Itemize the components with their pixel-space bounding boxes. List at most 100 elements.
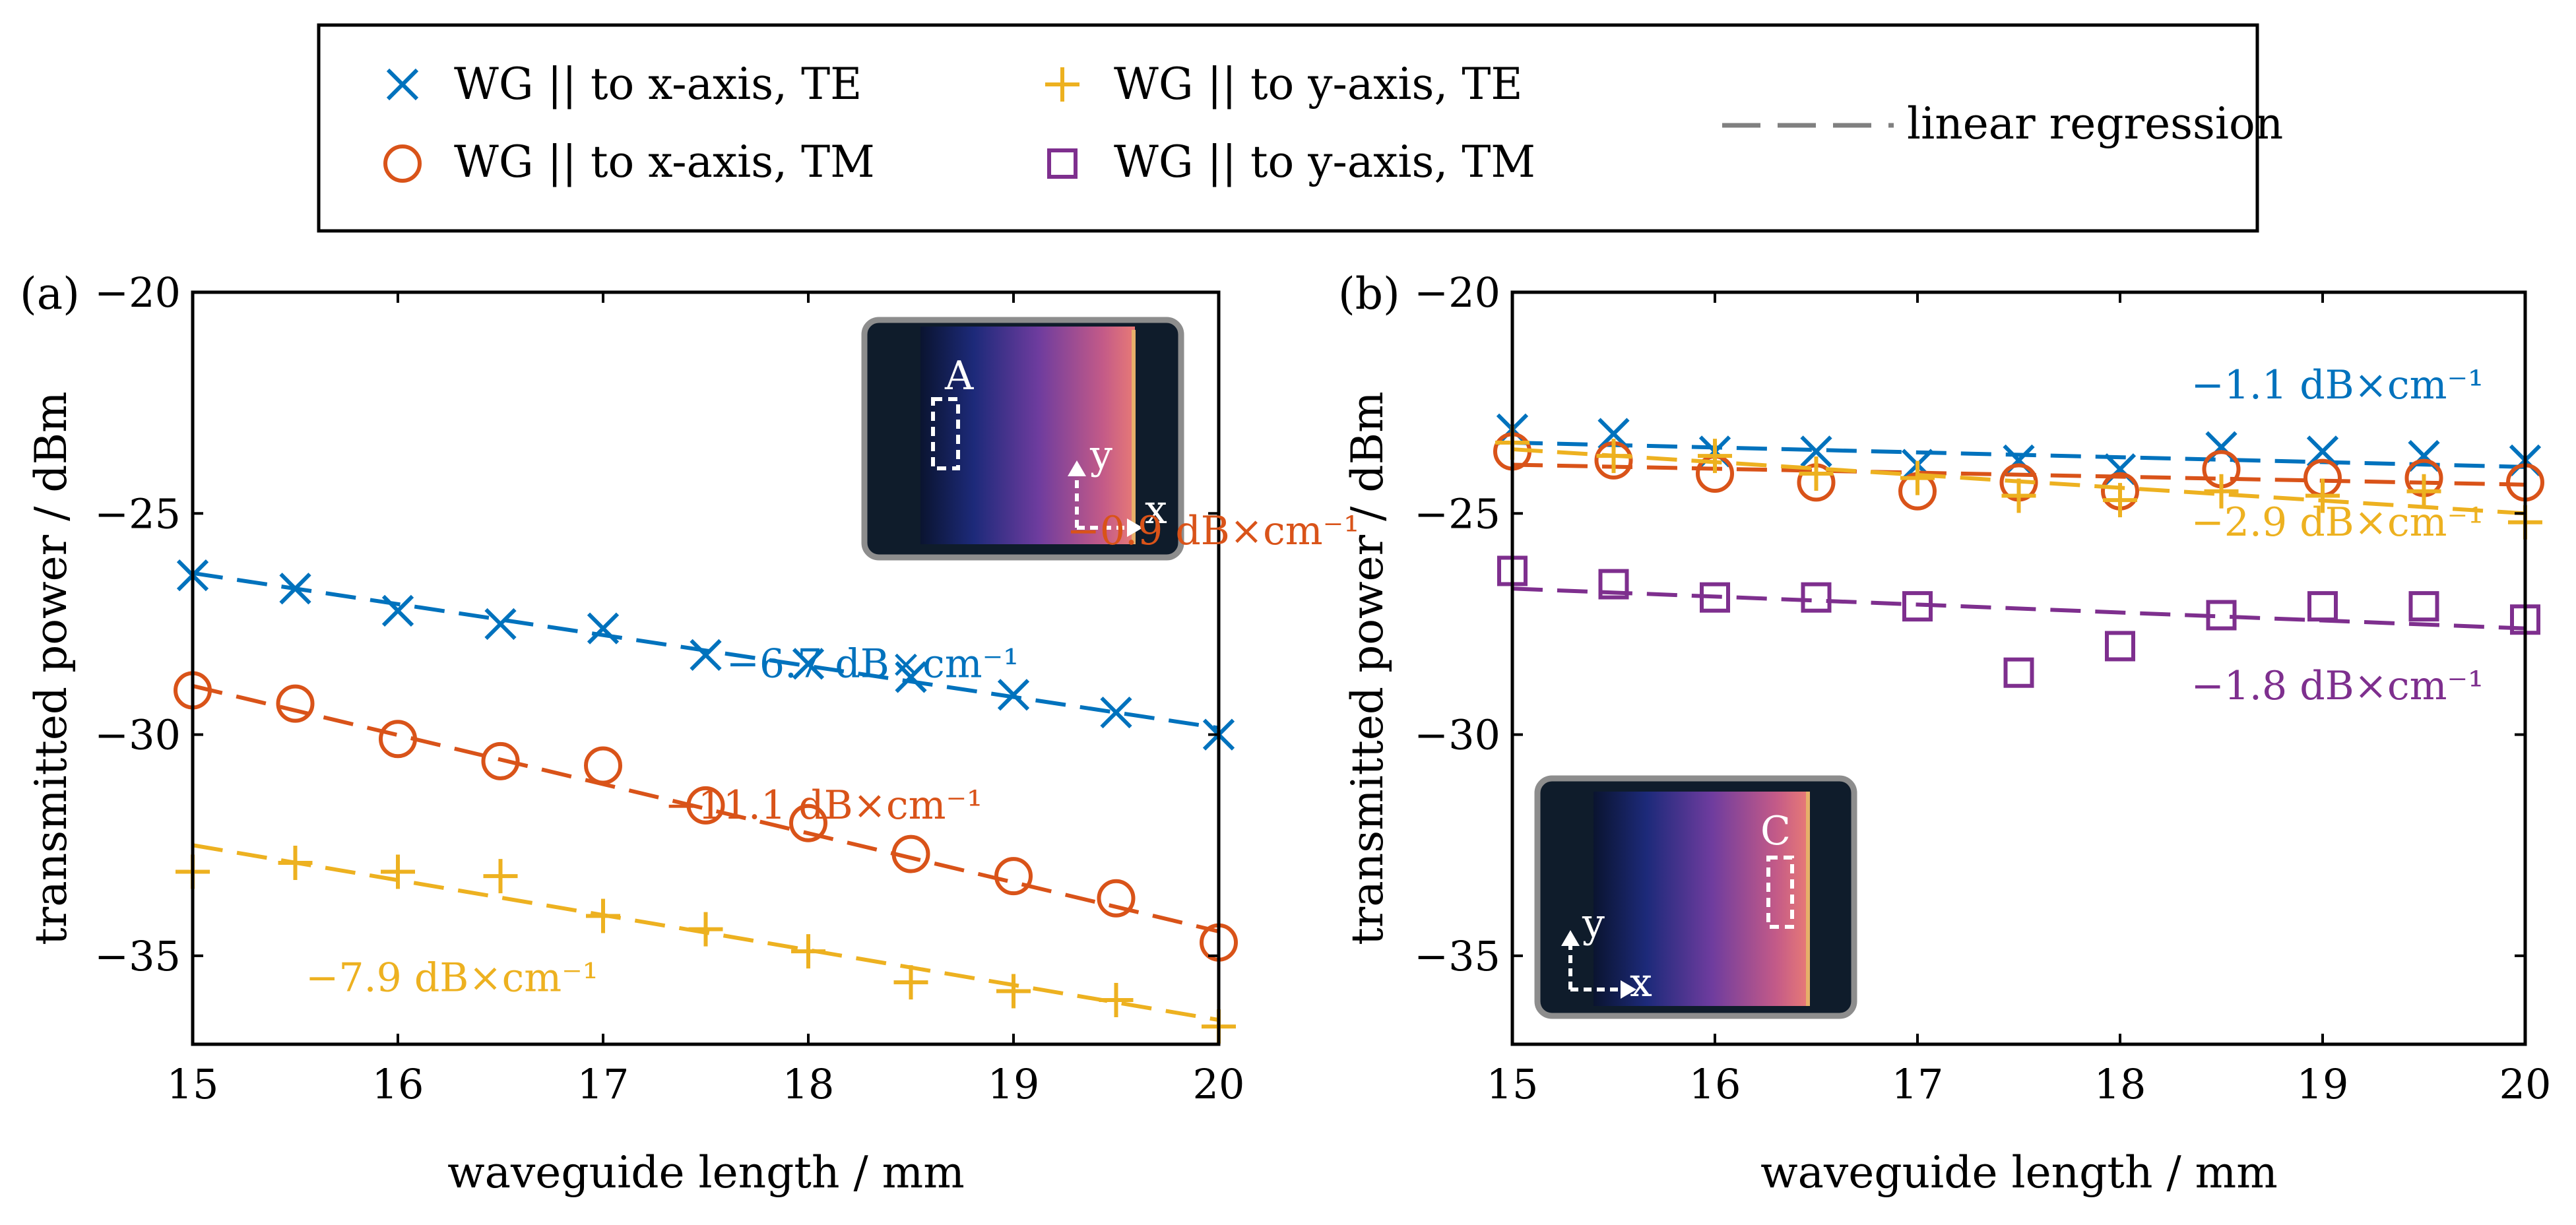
panel-b-ytick-label: −20 bbox=[1414, 268, 1500, 317]
legend-item-te-y-label: WG || to y-axis, TE bbox=[1114, 59, 1523, 110]
panel-b-fit-wg-to-x-axis-te bbox=[1512, 441, 2526, 469]
panel-b-label: (b) bbox=[1338, 268, 1400, 319]
panel-a-point-wg-to-x-axis-tm bbox=[379, 720, 417, 759]
panel-b-fit-wg-to-x-axis-tm bbox=[1512, 462, 2526, 487]
panel-a-ylabel: transmitted power / dBm bbox=[26, 391, 77, 945]
panel-b-inset-x-label: x bbox=[1630, 960, 1652, 1006]
panel-b-ytick-label: −35 bbox=[1414, 932, 1500, 980]
panel-a-point-wg-to-y-axis-te bbox=[893, 965, 928, 1000]
legend: WG || to x-axis, TE WG || to x-axis, TM … bbox=[317, 23, 2283, 233]
legend-item-tm-y-label: WG || to y-axis, TM bbox=[1114, 137, 1535, 187]
panel-a-point-wg-to-x-axis-te bbox=[1100, 696, 1132, 729]
panel-b-xtick-label: 17 bbox=[1892, 1060, 1944, 1108]
panel-a-point-wg-to-x-axis-tm bbox=[789, 803, 827, 842]
panel-a-inset-y-label: y bbox=[1089, 432, 1112, 478]
panel-b-slope-annotation: −0.9 dB×cm⁻¹ bbox=[1067, 508, 1360, 554]
legend-box bbox=[317, 23, 2259, 233]
plot-a-marks: −6.7 dB×cm⁻¹ −11.1 dB×cm⁻¹ −7.9 dB×cm⁻¹ bbox=[174, 559, 1238, 1044]
panel-a-label: (a) bbox=[20, 268, 80, 319]
panel-a-xlabel: waveguide length / mm bbox=[447, 1147, 965, 1198]
panel-a-axes-frame bbox=[191, 290, 1221, 1046]
panel-a-ytick-label: −35 bbox=[94, 932, 181, 980]
panel-a-slope-annotation: −7.9 dB×cm⁻¹ bbox=[306, 955, 598, 1001]
panel-a-point-wg-to-x-axis-te bbox=[381, 594, 414, 627]
panel-a-point-wg-to-y-axis-te bbox=[278, 846, 313, 881]
panel-a-point-wg-to-x-axis-te bbox=[587, 612, 620, 644]
panel-a-point-wg-to-y-axis-te bbox=[1099, 982, 1134, 1017]
panel-b-point-wg-to-y-axis-tm bbox=[1801, 582, 1832, 613]
panel-b-slope-annotation: −1.1 dB×cm⁻¹ bbox=[2191, 362, 2484, 408]
panel-a-xtick-label: 20 bbox=[1193, 1060, 1245, 1108]
panel-b-point-wg-to-y-axis-tm bbox=[1902, 591, 1933, 622]
panel-b-slope-annotation: −1.8 dB×cm⁻¹ bbox=[2191, 663, 2484, 709]
legend-marker-2 bbox=[1045, 67, 1079, 102]
panel-a-inset-axes-arrows bbox=[1075, 474, 1130, 530]
panel-a-ytick-label: −20 bbox=[94, 268, 181, 317]
panel-b-inset-y-label: y bbox=[1582, 900, 1605, 947]
panel-b-inset-arrowheads bbox=[1561, 930, 1636, 999]
panel-a-inset: A y x bbox=[861, 317, 1184, 561]
panel-b-inset: C y x bbox=[1534, 775, 1857, 1019]
panel-a-xtick-label: 16 bbox=[372, 1060, 424, 1108]
panel-b-xtick-label: 16 bbox=[1689, 1060, 1741, 1108]
panel-a-point-wg-to-x-axis-te bbox=[690, 639, 722, 672]
panel-a-point-wg-to-y-axis-te bbox=[791, 934, 825, 969]
panel-b-point-wg-to-y-axis-te bbox=[2103, 483, 2137, 518]
panel-b-ytick-label: −30 bbox=[1414, 711, 1500, 759]
panel-b-point-wg-to-y-axis-tm bbox=[1598, 569, 1629, 600]
panel-a-point-wg-to-x-axis-tm bbox=[481, 741, 520, 780]
legend-marker-1 bbox=[383, 144, 422, 183]
panel-a-ytick-label: −30 bbox=[94, 711, 181, 759]
panel-a-point-wg-to-x-axis-te bbox=[895, 661, 927, 693]
panel-a-inset-arrowheads bbox=[1068, 460, 1143, 537]
panel-b-inset-sample bbox=[1594, 792, 1808, 1006]
panel-b-xtick-label: 18 bbox=[2094, 1060, 2146, 1108]
panel-b-point-wg-to-y-axis-te bbox=[2001, 478, 2036, 513]
plot-b-marks: −1.1 dB×cm⁻¹ −0.9 dB×cm⁻¹ −2.9 dB×cm⁻¹ −1.8… bbox=[1067, 362, 2544, 709]
panel-a-inset-x-label: x bbox=[1145, 487, 1167, 533]
panel-a-point-wg-to-x-axis-te bbox=[792, 648, 825, 680]
panel-b-xtick-label: 19 bbox=[2297, 1060, 2349, 1108]
panel-b-inset-axes-arrows bbox=[1568, 943, 1623, 991]
panel-b-axes-frame bbox=[1510, 290, 2527, 1046]
legend-marker-3 bbox=[1047, 148, 1078, 179]
panel-a-point-wg-to-y-axis-te bbox=[688, 912, 723, 947]
panel-b-point-wg-to-y-axis-tm bbox=[2003, 657, 2034, 688]
panel-a-slope-annotation: −11.1 dB×cm⁻¹ bbox=[664, 782, 982, 829]
panel-b-point-wg-to-y-axis-te bbox=[1698, 439, 1732, 474]
panel-a-point-wg-to-x-axis-tm bbox=[276, 684, 315, 723]
panel-b-point-wg-to-y-axis-te bbox=[1799, 456, 1834, 491]
panel-b-xlabel: waveguide length / mm bbox=[1760, 1147, 2278, 1198]
panel-b-point-wg-to-y-axis-tm bbox=[1700, 582, 1730, 613]
panel-a-xtick-label: 15 bbox=[167, 1060, 219, 1108]
panel-a-point-wg-to-y-axis-te bbox=[483, 859, 518, 894]
panel-a-point-wg-to-x-axis-te bbox=[997, 679, 1030, 711]
panel-b-point-wg-to-x-axis-te bbox=[2306, 435, 2339, 468]
panel-b: −1.1 dB×cm⁻¹ −0.9 dB×cm⁻¹ −2.9 dB×cm⁻¹ −1.8… bbox=[1067, 268, 2552, 1198]
panel-a-point-wg-to-y-axis-te bbox=[381, 854, 415, 889]
panel-a-point-wg-to-x-axis-tm bbox=[891, 834, 930, 873]
panel-a-point-wg-to-y-axis-te bbox=[586, 898, 620, 933]
panel-b-point-wg-to-y-axis-tm bbox=[2307, 591, 2338, 622]
panel-a-xtick-label: 18 bbox=[783, 1060, 835, 1108]
panel-b-point-wg-to-y-axis-te bbox=[2204, 474, 2239, 509]
panel-b-point-wg-to-y-axis-te bbox=[1596, 439, 1631, 474]
legend-item-regression-label: linear regression bbox=[1907, 98, 2283, 149]
panel-b-point-wg-to-y-axis-te bbox=[2406, 474, 2441, 509]
panel-a-fit-wg-to-x-axis-tm bbox=[192, 683, 1219, 933]
panel-a-point-wg-to-x-axis-tm bbox=[686, 786, 725, 825]
panel-a-point-wg-to-x-axis-te bbox=[484, 608, 517, 641]
panel-a-ticks: 15 16 17 18 19 20 −20 −25 −30 −35 bbox=[94, 268, 1244, 1108]
panel-a-xtick-label: 19 bbox=[988, 1060, 1040, 1108]
panel-a-point-wg-to-x-axis-tm bbox=[1097, 879, 1136, 918]
panel-b-xtick-label: 20 bbox=[2499, 1060, 2552, 1108]
panel-b-point-wg-to-x-axis-te bbox=[1800, 435, 1832, 468]
panel-b-point-wg-to-y-axis-tm bbox=[2105, 631, 2135, 662]
panel-a-point-wg-to-x-axis-tm bbox=[584, 746, 622, 785]
panel-a: −6.7 dB×cm⁻¹ −11.1 dB×cm⁻¹ −7.9 dB×cm⁻¹ 15… bbox=[20, 268, 1244, 1198]
panel-a-inset-region-label: A bbox=[944, 353, 974, 399]
panel-a-point-wg-to-y-axis-te bbox=[996, 974, 1031, 1009]
panel-a-point-wg-to-x-axis-tm bbox=[994, 857, 1033, 896]
panel-a-slope-annotation: −6.7 dB×cm⁻¹ bbox=[726, 641, 1019, 687]
